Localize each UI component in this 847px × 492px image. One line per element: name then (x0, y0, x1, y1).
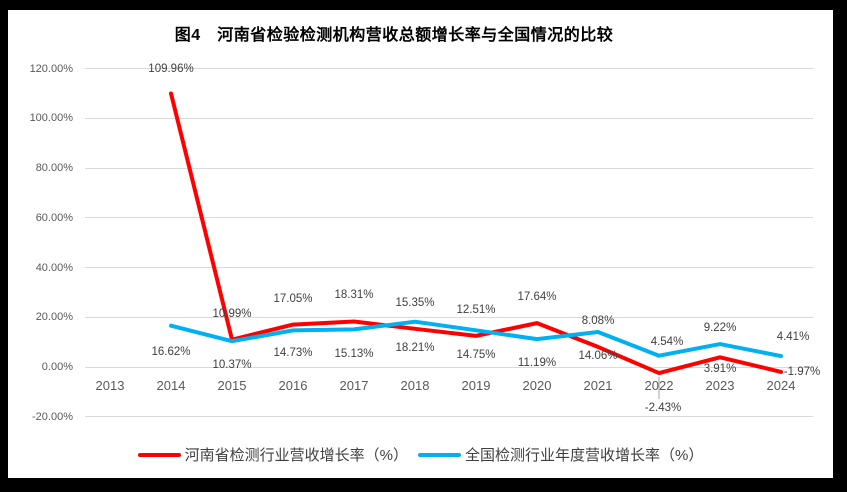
legend-item-henan: 河南省检测行业营收增长率（%） (137, 446, 408, 464)
gridline (85, 167, 813, 169)
series-lines-canvas (169, 91, 783, 400)
gridline (85, 316, 813, 318)
data-label: -1.97% (783, 365, 821, 378)
data-label: 10.37% (212, 359, 252, 372)
y-axis-tick-label: 40.00% (35, 261, 73, 274)
y-axis-tick-label: 20.00% (35, 311, 73, 324)
data-label: -2.43% (644, 402, 682, 415)
x-axis-tick-label: 2015 (217, 378, 247, 393)
gridline (85, 366, 813, 368)
gridline (85, 117, 813, 119)
data-label: 3.91% (703, 363, 737, 376)
x-axis-tick-label: 2017 (339, 378, 369, 393)
data-label: 12.51% (456, 303, 496, 316)
x-axis-tick-label: 2013 (95, 378, 125, 393)
x-axis-tick-label: 2019 (461, 378, 491, 393)
y-axis-tick-label: 120.00% (29, 62, 73, 75)
legend: 河南省检测行业营收增长率（%） 全国检测行业年度营收增长率（%） (8, 446, 833, 464)
x-axis-tick-label: 2021 (583, 378, 613, 393)
data-label: 11.19% (517, 357, 557, 370)
data-label: 16.62% (151, 345, 191, 358)
legend-label-national: 全国检测行业年度营收增长率（%） (465, 446, 704, 464)
y-axis-tick-label: 0.00% (41, 361, 73, 373)
data-label: 14.06% (578, 350, 618, 363)
data-label: 17.64% (517, 291, 557, 304)
x-axis-tick-label: 2023 (705, 378, 735, 393)
plot-area: 120.00% 100.00% 80.00% 60.00% 40.00% 20.00% 0.… (8, 10, 833, 478)
data-label: 15.13% (334, 348, 374, 361)
y-axis-tick-label: 60.00% (35, 211, 73, 224)
x-axis-tick-label: 2018 (400, 378, 430, 393)
data-label: 18.21% (395, 341, 435, 354)
data-label: 15.35% (395, 296, 435, 309)
legend-item-national: 全国检测行业年度营收增长率（%） (418, 447, 703, 464)
data-label: 4.41% (776, 331, 810, 344)
data-label: 10.99% (212, 307, 252, 320)
gridline (85, 68, 813, 69)
x-axis-tick-label: 2024 (766, 378, 796, 393)
legend-label-henan: 河南省检测行业营收增长率（%） (184, 446, 408, 464)
y-axis-tick-label: 100.00% (29, 112, 73, 125)
data-label: 8.08% (581, 314, 615, 327)
legend-line-icon-national (418, 453, 461, 457)
data-label: 109.96% (148, 63, 194, 76)
data-label: 9.22% (703, 322, 737, 335)
data-label: 14.75% (456, 349, 496, 362)
data-label: 18.31% (334, 289, 374, 302)
x-axis-tick-label: 2014 (156, 378, 186, 393)
y-axis-tick-label: 80.00% (35, 162, 73, 174)
series-line-national (169, 319, 783, 359)
series-line-henan (169, 91, 783, 376)
legend-line-icon-henan (137, 453, 181, 457)
chart-figure: 图4 河南省检验检测机构营收总额增长率与全国情况的比较 120.00% 100.0… (8, 10, 833, 478)
gridline (85, 416, 813, 418)
gridline (85, 217, 813, 219)
x-axis-tick-label: 2020 (522, 378, 552, 393)
data-label: 14.73% (273, 347, 313, 360)
chart-title: 图4 河南省检验检测机构营收总额增长率与全国情况的比较 (174, 27, 614, 44)
x-axis-tick-label: 2016 (278, 378, 308, 393)
data-label: 4.54% (650, 335, 684, 348)
y-axis-tick-label: -20.00% (32, 410, 73, 423)
data-label: 17.05% (273, 292, 313, 305)
gridline (85, 267, 813, 268)
